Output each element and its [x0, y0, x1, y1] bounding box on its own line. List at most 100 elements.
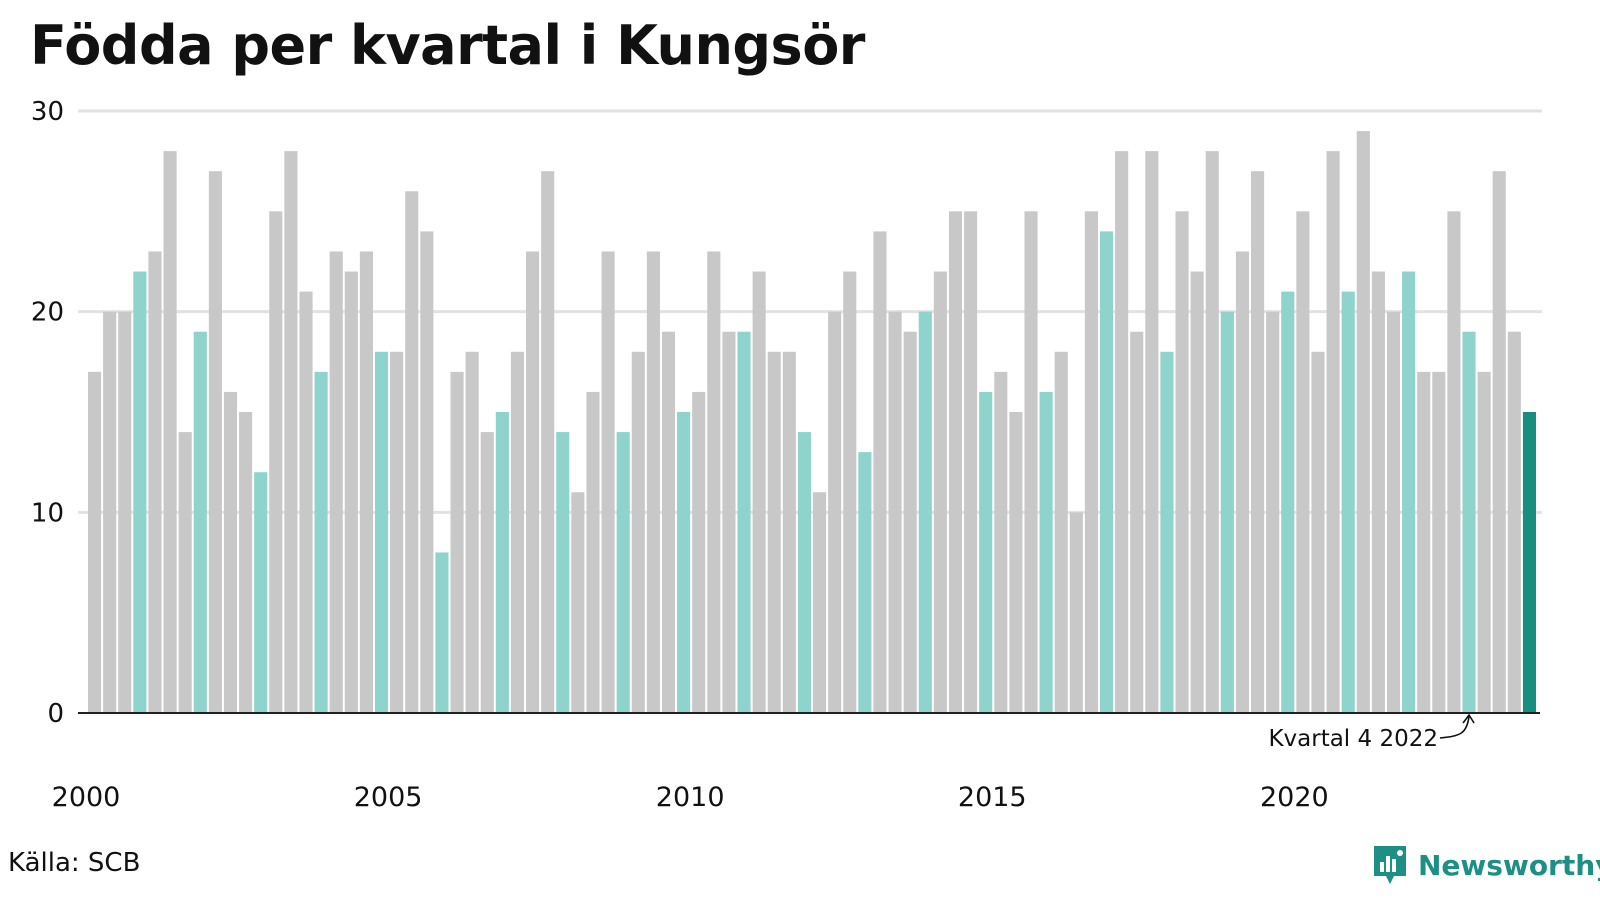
- bar: [193, 331, 207, 713]
- bar: [1477, 371, 1491, 713]
- y-tick-label: 0: [47, 699, 64, 729]
- bar: [88, 371, 102, 713]
- bar: [390, 351, 404, 713]
- bar: [782, 351, 796, 713]
- bar: [1417, 371, 1431, 713]
- bar: [178, 432, 192, 713]
- bar: [979, 391, 993, 713]
- bar: [1039, 391, 1053, 713]
- y-tick-label: 30: [31, 97, 64, 127]
- bar: [888, 311, 902, 713]
- bars: [88, 131, 1536, 713]
- bar: [344, 271, 358, 713]
- bar: [1220, 311, 1234, 713]
- y-axis-tick-labels: 0 10 20 30: [31, 97, 64, 729]
- bar: [571, 492, 585, 713]
- bar: [601, 251, 615, 713]
- bar: [495, 412, 509, 713]
- bar: [964, 211, 978, 713]
- x-tick-label: 2015: [958, 782, 1027, 813]
- bar: [1356, 131, 1370, 713]
- bar: [722, 331, 736, 713]
- bar: [873, 231, 887, 713]
- bar: [1266, 311, 1280, 713]
- bar: [405, 191, 419, 713]
- bar: [843, 271, 857, 713]
- bar: [994, 371, 1008, 713]
- bar: [269, 211, 283, 713]
- bar: [1130, 331, 1144, 713]
- bar: [813, 492, 827, 713]
- bar: [631, 351, 645, 713]
- bar: [133, 271, 147, 713]
- bar: [1326, 151, 1340, 713]
- bar: [450, 371, 464, 713]
- bar: [933, 271, 947, 713]
- bar: [737, 331, 751, 713]
- bar: [1145, 151, 1159, 713]
- bar: [707, 251, 721, 713]
- bar: [103, 311, 117, 713]
- bar: [1462, 331, 1476, 713]
- bar: [1175, 211, 1189, 713]
- bar: [903, 331, 917, 713]
- bar: [1281, 291, 1295, 713]
- x-tick-label: 2000: [52, 782, 121, 813]
- x-tick-label: 2005: [354, 782, 423, 813]
- bar: [374, 351, 389, 713]
- bar: [329, 251, 343, 713]
- bar: [1235, 251, 1250, 713]
- bar: [118, 311, 132, 713]
- bar: [1386, 311, 1401, 713]
- bar: [510, 351, 525, 713]
- bar: [299, 291, 313, 713]
- bar: [1099, 231, 1114, 713]
- bar: [420, 231, 434, 713]
- bar: [480, 432, 494, 713]
- bar: [1115, 151, 1129, 713]
- bar: [661, 331, 676, 713]
- bar: [767, 351, 781, 713]
- bar: [586, 391, 600, 713]
- bar: [858, 452, 872, 713]
- bar: [1492, 171, 1506, 713]
- bar: [677, 412, 691, 713]
- chart-title: Födda per kvartal i Kungsör: [30, 14, 865, 77]
- bar: [1069, 512, 1083, 713]
- bar: [1296, 211, 1310, 713]
- bar: [526, 251, 540, 713]
- bar: [435, 552, 449, 713]
- bar: [284, 151, 298, 713]
- bar: [752, 271, 766, 713]
- x-tick-label: 2010: [656, 782, 725, 813]
- bar: [646, 251, 660, 713]
- bar: [918, 311, 932, 713]
- x-axis-tick-labels: 2000 2005 2010 2015 2020: [52, 782, 1329, 813]
- annotation-group: Kvartal 4 2022: [1268, 713, 1475, 752]
- bar: [1160, 351, 1174, 713]
- bar: [1251, 171, 1265, 713]
- bar: [692, 391, 706, 713]
- bar: [1432, 371, 1446, 713]
- bar: [1024, 211, 1038, 713]
- brand-name: Newsworthy: [1418, 848, 1600, 882]
- bar: [556, 432, 570, 713]
- bar: [208, 171, 222, 713]
- bar: [465, 351, 479, 713]
- x-tick-label: 2020: [1260, 782, 1329, 813]
- bar: [1311, 351, 1325, 713]
- annotation-arrow: [1439, 713, 1475, 739]
- bar: [223, 391, 238, 713]
- bar: [1054, 351, 1068, 713]
- bar: [163, 151, 177, 713]
- y-tick-label: 10: [31, 498, 64, 528]
- bar: [948, 211, 963, 713]
- bar: [1447, 211, 1461, 713]
- bar: [254, 472, 268, 713]
- bar: [828, 311, 842, 713]
- bar: [1205, 151, 1219, 713]
- bar: [1522, 412, 1536, 713]
- bar: [1507, 331, 1521, 713]
- bar: [314, 371, 328, 713]
